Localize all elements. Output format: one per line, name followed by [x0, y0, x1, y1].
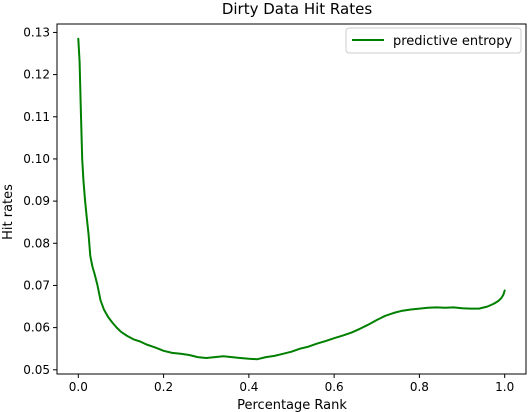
series-line-predictive-entropy [77, 37, 506, 361]
plot-frame [56, 23, 527, 375]
x-tick-label: 0.4 [239, 380, 258, 394]
ticks-layer: 0.0 0.2 0.4 0.6 0.8 1.0 0.05 0.06 0.07 0.08 0.09 0.… [23, 25, 514, 394]
x-tick-label: 0.2 [154, 380, 173, 394]
y-axis-label: Hit rates [1, 184, 16, 240]
y-tick-label: 0.08 [23, 236, 50, 250]
x-tick-label: 0.0 [69, 380, 88, 394]
x-axis-label: Percentage Rank [237, 398, 347, 412]
x-tick-label: 0.8 [410, 380, 429, 394]
y-tick-label: 0.06 [23, 321, 50, 335]
y-tick-label: 0.07 [23, 278, 50, 292]
legend-box [345, 27, 522, 54]
series-layer [77, 37, 506, 361]
y-tick-label: 0.12 [23, 68, 50, 82]
chart-title: Dirty Data Hit Rates [222, 0, 372, 18]
y-tick-label: 0.11 [23, 110, 50, 124]
y-tick-label: 0.05 [23, 363, 50, 377]
legend: predictive entropy [345, 27, 522, 54]
x-tick-label: 1.0 [495, 380, 514, 394]
y-tick-label: 0.10 [23, 152, 50, 166]
y-tick-label: 0.09 [23, 194, 50, 208]
y-tick-label: 0.13 [23, 25, 50, 39]
x-tick-label: 0.6 [325, 380, 344, 394]
legend-label: predictive entropy [393, 34, 512, 49]
